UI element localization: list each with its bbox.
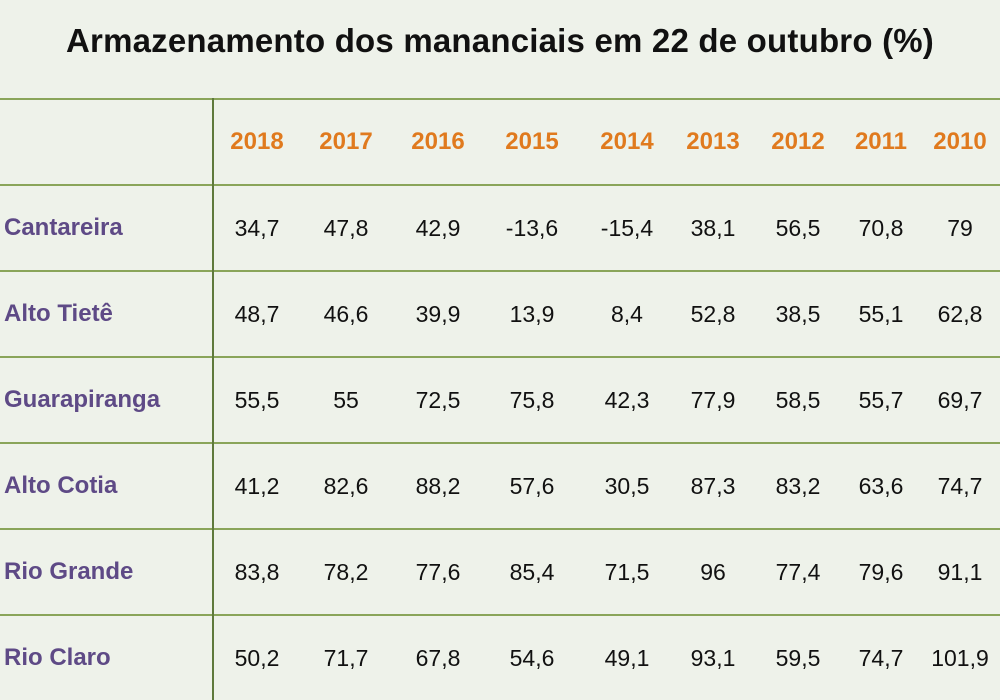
table-cell-value: 83,8: [234, 558, 280, 585]
table-cell-value: 13,9: [509, 300, 555, 327]
table-cell-value: 79: [947, 214, 973, 241]
table-gridline: [0, 614, 1000, 616]
table-cell-value: 38,5: [775, 300, 821, 327]
table-cell-value: 49,1: [604, 644, 650, 671]
table-gridline: [0, 356, 1000, 358]
table-cell-value: 70,8: [858, 214, 904, 241]
table-cell-value: 93,1: [690, 644, 736, 671]
data-table: 2018 2017 2016 2015 2014 2013 2012 2011 2010 Cant…: [0, 98, 1000, 700]
table-cell-value: 34,7: [234, 214, 280, 241]
table-gridline: [0, 98, 1000, 100]
row-label-reservoir: Alto Cotia: [4, 472, 118, 499]
column-header-year: 2018: [230, 128, 284, 155]
table-cell-value: 54,6: [509, 644, 555, 671]
column-header-year: 2010: [933, 128, 987, 155]
table-cell-value: 87,3: [690, 472, 736, 499]
table-cell-value: 74,7: [858, 644, 904, 671]
table-cell-value: 55,5: [234, 386, 280, 413]
table-cell-value: 38,1: [690, 214, 736, 241]
table-cell-value: 58,5: [775, 386, 821, 413]
table-cell-value: 41,2: [234, 472, 280, 499]
table-cell-value: 75,8: [509, 386, 555, 413]
table-cell-value: -15,4: [600, 214, 654, 241]
table-cell-value: 77,9: [690, 386, 736, 413]
table-title: Armazenamento dos mananciais em 22 de ou…: [66, 22, 934, 59]
table-cell-value: 46,6: [323, 300, 369, 327]
table-cell-value: 48,7: [234, 300, 280, 327]
table-cell-value: 74,7: [937, 472, 983, 499]
row-label-reservoir: Rio Grande: [4, 558, 134, 585]
column-header-year: 2017: [319, 128, 373, 155]
row-label-reservoir: Rio Claro: [4, 644, 111, 671]
table-cell-value: 62,8: [937, 300, 983, 327]
column-header-year: 2014: [600, 128, 654, 155]
table-cell-value: 55,1: [858, 300, 904, 327]
table-cell-value: 83,2: [775, 472, 821, 499]
table-cell-value: 30,5: [604, 472, 650, 499]
table-cell-value: 77,6: [415, 558, 461, 585]
table-cell-value: 79,6: [858, 558, 904, 585]
table-cell-value: 56,5: [775, 214, 821, 241]
table-cell-value: 69,7: [937, 386, 983, 413]
table-cell-value: 55: [333, 386, 359, 413]
table-cell-value: 39,9: [415, 300, 461, 327]
column-header-year: 2013: [686, 128, 740, 155]
table-gridline: [0, 442, 1000, 444]
table-cell-value: 91,1: [937, 558, 983, 585]
column-header-year: 2015: [505, 128, 559, 155]
column-header-year: 2012: [771, 128, 825, 155]
table-cell-value: 52,8: [690, 300, 736, 327]
table-gridline: [0, 184, 1000, 186]
table-cell-value: 88,2: [415, 472, 461, 499]
table-cell-value: 57,6: [509, 472, 555, 499]
table-cell-value: 50,2: [234, 644, 280, 671]
row-label-reservoir: Alto Tietê: [4, 300, 113, 327]
table-cell-value: 72,5: [415, 386, 461, 413]
table-cell-value: 55,7: [858, 386, 904, 413]
label-column-divider: [212, 98, 214, 700]
row-label-reservoir: Cantareira: [4, 214, 123, 241]
table-cell-value: 78,2: [323, 558, 369, 585]
table-cell-value: 42,9: [415, 214, 461, 241]
table-cell-value: 47,8: [323, 214, 369, 241]
column-header-year: 2016: [411, 128, 465, 155]
table-cell-value: 96: [700, 558, 726, 585]
table-cell-value: 77,4: [775, 558, 821, 585]
table-cell-value: 59,5: [775, 644, 821, 671]
table-cell-value: 101,9: [931, 644, 989, 671]
table-cell-value: 82,6: [323, 472, 369, 499]
table-cell-value: 63,6: [858, 472, 904, 499]
table-cell-value: 67,8: [415, 644, 461, 671]
table-gridline: [0, 528, 1000, 530]
row-label-reservoir: Guarapiranga: [4, 386, 161, 413]
table-cell-value: 71,7: [323, 644, 369, 671]
table-cell-value: 85,4: [509, 558, 555, 585]
column-header-year: 2011: [854, 128, 908, 155]
table-cell-value: 42,3: [604, 386, 650, 413]
table-cell-value: 71,5: [604, 558, 650, 585]
table-cell-value: 8,4: [611, 300, 643, 327]
table-cell-value: -13,6: [505, 214, 559, 241]
table-gridline: [0, 270, 1000, 272]
